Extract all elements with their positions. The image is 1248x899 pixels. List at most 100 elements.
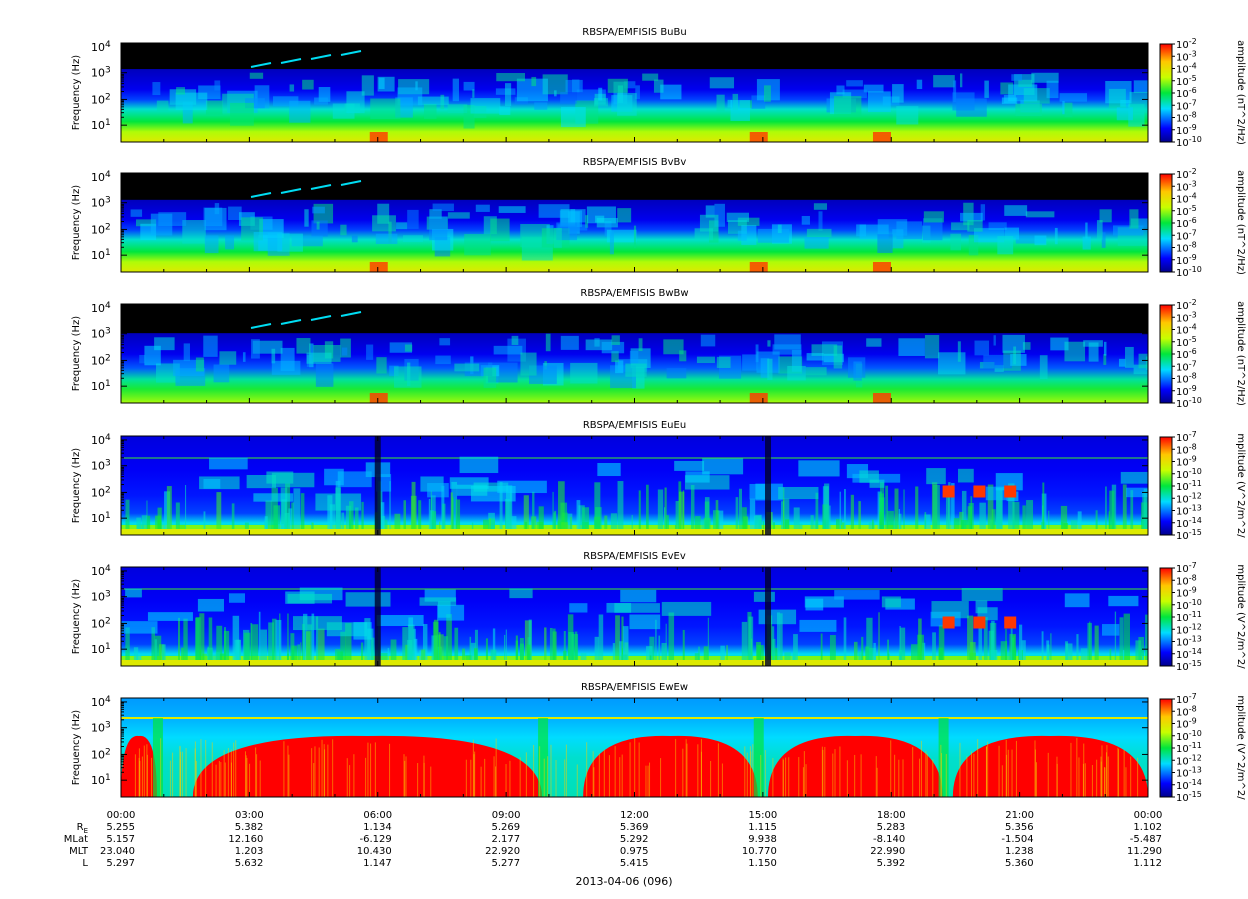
emission-patch [951, 222, 970, 231]
emission-patch [377, 203, 390, 224]
ephemeris-value: 5.283 [877, 822, 906, 833]
colorbar-tick-label: 10-8 [1176, 704, 1197, 718]
emission-patch [314, 97, 328, 105]
emission-patch [994, 365, 1004, 372]
emission-patch [490, 218, 510, 242]
emission-streak [310, 315, 332, 321]
emission-spike [432, 511, 437, 529]
emission-patch [483, 367, 497, 388]
emission-patch [1054, 227, 1058, 245]
emission-patch [415, 81, 418, 91]
emission-spike [1109, 648, 1112, 660]
colorbar-tick-label: 10-7 [1176, 561, 1197, 575]
emission-patch [869, 479, 885, 488]
emission-patch [700, 334, 716, 347]
emission-spike [451, 481, 458, 529]
emission-spike [735, 497, 739, 529]
emission-spike [300, 642, 302, 660]
emission-spike [244, 632, 251, 660]
emission-patch [376, 357, 387, 374]
emission-patch [361, 75, 374, 96]
emission-spike [488, 518, 495, 529]
emission-patch [1096, 220, 1103, 240]
colorbar-tick-label: 10-7 [1176, 430, 1197, 444]
emission-spike [471, 522, 474, 529]
x-tick-label: 00:00 [107, 810, 136, 821]
panel-1: 101 102 103 104 RBSPA/EMFISIS BuBu Frequency … [71, 27, 1246, 149]
emission-patch [337, 471, 372, 488]
emission-patch [924, 335, 940, 359]
y-tick-label: 102 [91, 616, 111, 630]
emission-patch [576, 89, 606, 102]
emission-spike [345, 623, 352, 660]
emission-spike [887, 510, 894, 529]
emission-spike [858, 501, 861, 529]
emission-patch [586, 206, 616, 224]
emission-patch [213, 364, 230, 383]
colorbar-tick-label: 10-5 [1176, 204, 1197, 218]
x-tick-label: 12:00 [620, 810, 649, 821]
emission-spike [1142, 491, 1147, 529]
emission-spike [960, 520, 968, 529]
emission-patch [615, 360, 624, 374]
emission-spike [843, 617, 847, 660]
emission-spike [199, 613, 205, 660]
emission-spike [515, 635, 518, 660]
emission-spike [490, 649, 497, 660]
emission-spike [499, 481, 503, 529]
emission-patch [601, 341, 625, 354]
emission-patch [685, 471, 710, 483]
emission-patch [853, 361, 862, 381]
emission-spike [428, 498, 431, 529]
emission-patch [516, 78, 548, 102]
emission-spike [953, 518, 960, 529]
emission-spike [455, 499, 461, 529]
ephemeris-value: -6.129 [360, 834, 392, 845]
emission-patch [867, 91, 891, 112]
emission-patch [318, 87, 331, 102]
colorbar-tick-label: 10-15 [1176, 790, 1202, 804]
emission-patch [570, 209, 586, 223]
emission-spike [793, 634, 798, 660]
emission-patch [560, 92, 577, 104]
emission-spike [202, 653, 207, 660]
emission-spike [1087, 622, 1092, 660]
emission-patch [834, 590, 880, 600]
x-tick-label: 03:00 [235, 810, 264, 821]
ephemeris-value: 5.360 [1005, 858, 1034, 869]
emission-spike [567, 513, 573, 529]
emission-spike [360, 642, 364, 660]
emission-spike [987, 484, 994, 529]
emission-patch [1126, 487, 1148, 498]
emission-patch [351, 235, 358, 243]
emission-patch [881, 596, 901, 608]
emission-spike [300, 493, 305, 529]
emission-spike [231, 503, 235, 529]
emission-spike [843, 489, 846, 529]
panel-title: RBSPA/EMFISIS BuBu [582, 27, 686, 38]
emission-spike [367, 628, 374, 660]
emission-spike [154, 639, 157, 660]
emission-patch [804, 237, 829, 249]
emission-spike [287, 613, 289, 660]
emission-spike [284, 512, 290, 529]
emission-patch [961, 588, 1003, 602]
emission-patch [1112, 225, 1144, 236]
emission-patch [472, 89, 475, 98]
emission-spike [504, 634, 506, 660]
emission-patch [1101, 232, 1106, 248]
emission-patch [369, 393, 388, 403]
colorbar-label: amplitude (nT^2/Hz) [1235, 40, 1246, 145]
emission-spike [327, 495, 333, 529]
emission-patch [311, 220, 328, 237]
emission-spike [1050, 633, 1052, 660]
emission-spike [485, 638, 488, 660]
colorbar-tick-label: 10-9 [1176, 384, 1197, 398]
emission-patch [778, 486, 819, 500]
emission-spike [470, 642, 476, 660]
ephemeris-value: 2.177 [491, 834, 520, 845]
ephemeris-value: 5.277 [491, 858, 520, 869]
y-tick-label: 104 [91, 170, 111, 184]
emission-spike [410, 495, 417, 529]
colorbar-tick-label: 10-9 [1176, 455, 1197, 469]
